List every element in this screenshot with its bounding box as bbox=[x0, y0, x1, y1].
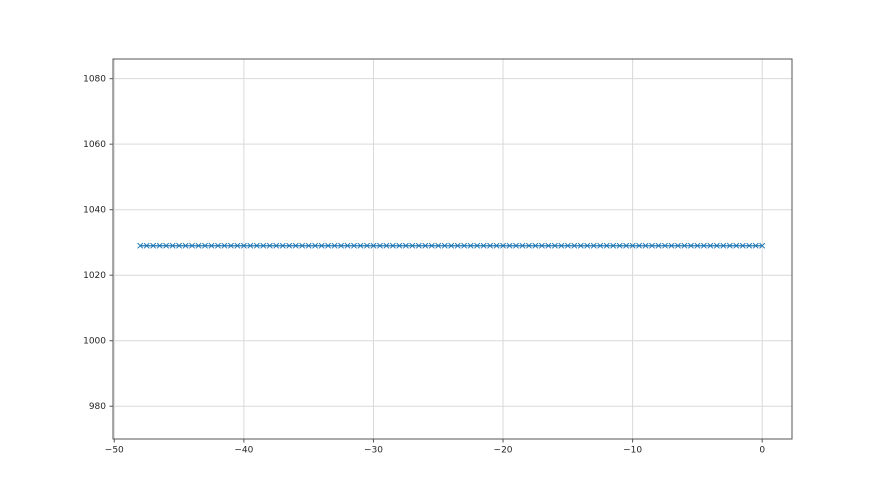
axes-spines bbox=[112, 58, 793, 440]
x-tick-label: −10 bbox=[623, 446, 642, 456]
grid bbox=[113, 59, 792, 439]
y-tick-label: 980 bbox=[89, 402, 106, 412]
x-axis: −50 −40 −30 −20 −10 0 bbox=[105, 439, 765, 456]
x-tick-label: −40 bbox=[234, 446, 253, 456]
data-markers-x bbox=[137, 242, 766, 249]
x-tick-label: −50 bbox=[105, 446, 124, 456]
y-tick-label: 1020 bbox=[83, 271, 106, 281]
y-tick-label: 1080 bbox=[83, 75, 106, 85]
x-tick-label: −20 bbox=[494, 446, 513, 456]
y-axis: 980 1000 1020 1040 1060 1080 bbox=[83, 75, 113, 412]
y-tick-label: 1060 bbox=[83, 140, 106, 150]
x-tick-label: 0 bbox=[759, 446, 765, 456]
y-tick-label: 1000 bbox=[83, 337, 106, 347]
y-tick-label: 1040 bbox=[83, 206, 106, 216]
x-tick-label: −30 bbox=[364, 446, 383, 456]
